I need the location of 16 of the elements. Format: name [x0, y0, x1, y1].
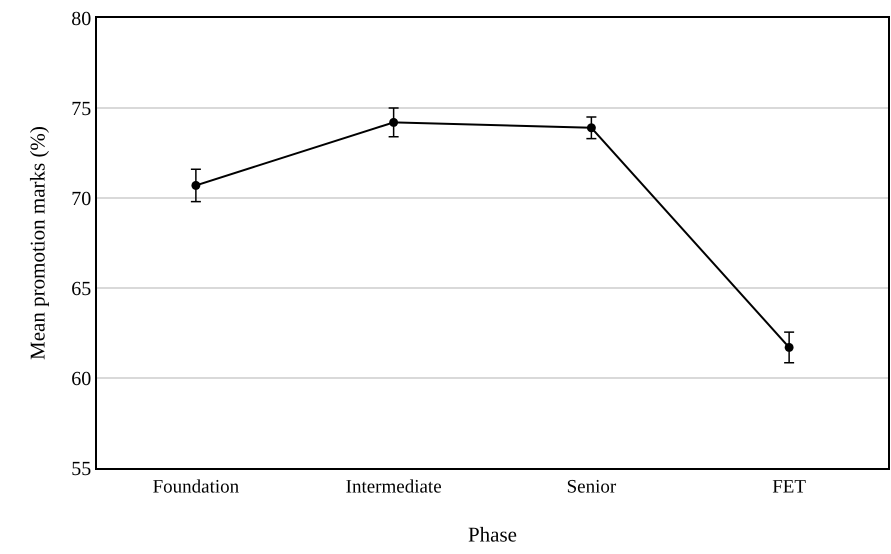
y-axis-title: Mean promotion marks (%) [26, 126, 50, 360]
y-tick-label: 60 [71, 368, 92, 390]
y-tick-label: 70 [71, 188, 92, 210]
x-axis-title: Phase [468, 522, 517, 546]
y-tick-label: 65 [71, 278, 92, 300]
point [389, 118, 398, 127]
y-tick-label: 55 [71, 458, 92, 480]
x-tick-label: FET [772, 476, 806, 498]
x-tick-label: Foundation [152, 476, 240, 498]
y-tick-label: 80 [71, 8, 92, 30]
y-tick-label: 75 [71, 98, 92, 120]
x-tick-label: Intermediate [346, 476, 442, 498]
x-tick-label: Senior [566, 476, 617, 498]
point [784, 342, 794, 352]
point [191, 180, 200, 190]
point [586, 123, 596, 132]
